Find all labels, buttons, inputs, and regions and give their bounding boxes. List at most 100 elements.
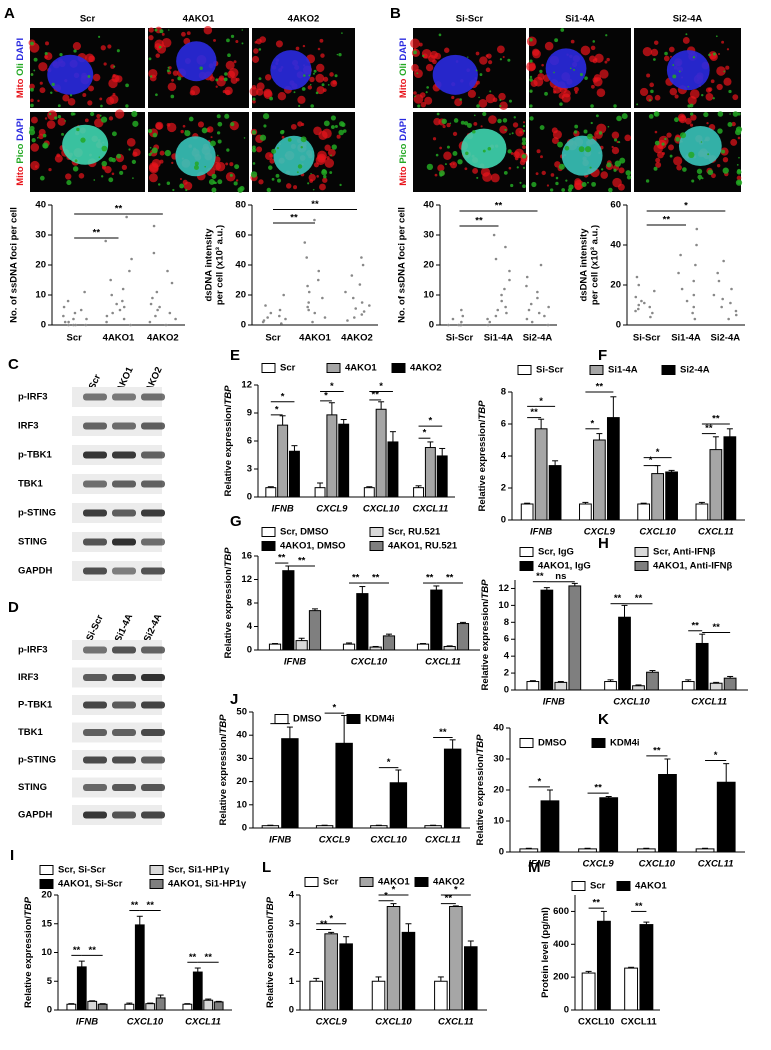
y-tick-label: 0	[41, 320, 46, 331]
mito-signal	[249, 87, 259, 97]
mito-signal	[574, 178, 582, 186]
dna-signal	[170, 94, 175, 99]
dna-signal	[193, 165, 199, 170]
data-point	[266, 316, 269, 319]
dna-signal	[116, 49, 120, 53]
blot-row-label: p-TBK1	[18, 450, 52, 461]
data-point	[63, 320, 67, 324]
mito-signal	[38, 62, 48, 72]
dna-signal	[460, 120, 465, 125]
mito-signal	[573, 86, 579, 92]
significance-label: **	[439, 727, 447, 738]
data-point	[637, 283, 641, 287]
dna-signal	[614, 160, 621, 167]
mito-signal	[413, 69, 423, 79]
y-tick-label: 30	[35, 230, 46, 241]
y-tick-label: 8	[247, 598, 252, 609]
data-point	[692, 305, 696, 309]
blot-band	[141, 422, 165, 430]
mito-signal	[673, 156, 683, 166]
dna-signal	[241, 29, 244, 31]
dna-signal	[296, 171, 299, 174]
y-tick-label: 20	[610, 280, 621, 291]
data-point	[712, 293, 716, 297]
mito-signal	[106, 96, 115, 105]
mito-signal	[442, 124, 446, 129]
bar	[371, 980, 386, 1011]
mito-signal	[668, 46, 675, 53]
bar	[554, 681, 568, 691]
data-point	[504, 245, 507, 249]
dna-signal	[312, 72, 315, 75]
mito-signal	[496, 45, 505, 54]
bar	[430, 589, 443, 651]
mito-signal	[612, 177, 622, 188]
mito-signal	[420, 101, 427, 108]
dna-signal	[703, 111, 709, 118]
legend-label: Scr, DMSO	[280, 527, 329, 538]
data-point	[67, 320, 70, 324]
mito-signal	[434, 173, 438, 177]
dna-signal	[529, 78, 533, 82]
legend-swatch	[414, 877, 429, 887]
nucleus	[176, 41, 217, 82]
bar	[723, 677, 737, 691]
y-tick-label: 6	[504, 634, 509, 645]
bar	[265, 487, 277, 498]
dna-signal	[329, 171, 333, 174]
mito-signal	[329, 72, 334, 77]
bar	[356, 593, 369, 651]
mito-signal	[62, 94, 70, 102]
mito-signal	[682, 37, 690, 44]
dna-signal	[707, 169, 714, 176]
x-tick-label: Si-Scr	[633, 333, 661, 344]
dna-signal	[521, 140, 527, 146]
blot-row-label: p-IRF3	[18, 645, 48, 656]
mito-signal	[433, 117, 441, 126]
dna-signal	[251, 148, 257, 153]
data-point	[323, 316, 327, 319]
dna-signal	[478, 96, 480, 99]
mito-signal	[530, 79, 538, 87]
dna-signal	[573, 130, 578, 134]
mito-signal	[46, 120, 56, 129]
micrograph	[529, 112, 632, 193]
dna-signal	[131, 159, 137, 164]
data-point	[158, 305, 161, 309]
dna-signal	[297, 164, 303, 169]
mito-signal	[92, 73, 101, 82]
data-point	[353, 316, 356, 319]
mito-signal	[107, 44, 112, 49]
mito-signal	[488, 115, 497, 124]
bar	[456, 623, 470, 651]
blot-row-label: GAPDH	[18, 810, 52, 821]
mito-signal	[676, 164, 682, 171]
dna-signal	[559, 102, 563, 106]
dna-signal	[330, 115, 336, 121]
blot-band	[83, 674, 107, 681]
mito-signal	[269, 153, 273, 158]
bar	[709, 682, 723, 691]
dna-signal	[560, 28, 565, 32]
data-point	[307, 301, 310, 304]
blot-row-label: p-STING	[18, 508, 56, 519]
bar	[277, 424, 289, 498]
mito-signal	[252, 55, 260, 63]
mito-signal	[215, 161, 226, 172]
mito-signal	[424, 96, 433, 105]
mito-signal	[592, 77, 599, 83]
bar	[534, 428, 548, 521]
dna-signal	[80, 137, 86, 143]
dna-signal	[339, 183, 342, 187]
bar	[723, 436, 737, 521]
mito-signal	[710, 79, 715, 84]
mito-signal	[82, 93, 87, 97]
panel-label: M	[528, 859, 541, 876]
mito-signal	[580, 45, 591, 56]
y-axis-title: Protein level (pg/ml)	[540, 907, 551, 998]
dna-signal	[565, 179, 568, 182]
mito-signal	[425, 63, 434, 72]
y-axis-title-part: TBP	[223, 385, 234, 405]
x-tick-label: 4AKO2	[341, 333, 373, 344]
dna-signal	[689, 103, 694, 108]
